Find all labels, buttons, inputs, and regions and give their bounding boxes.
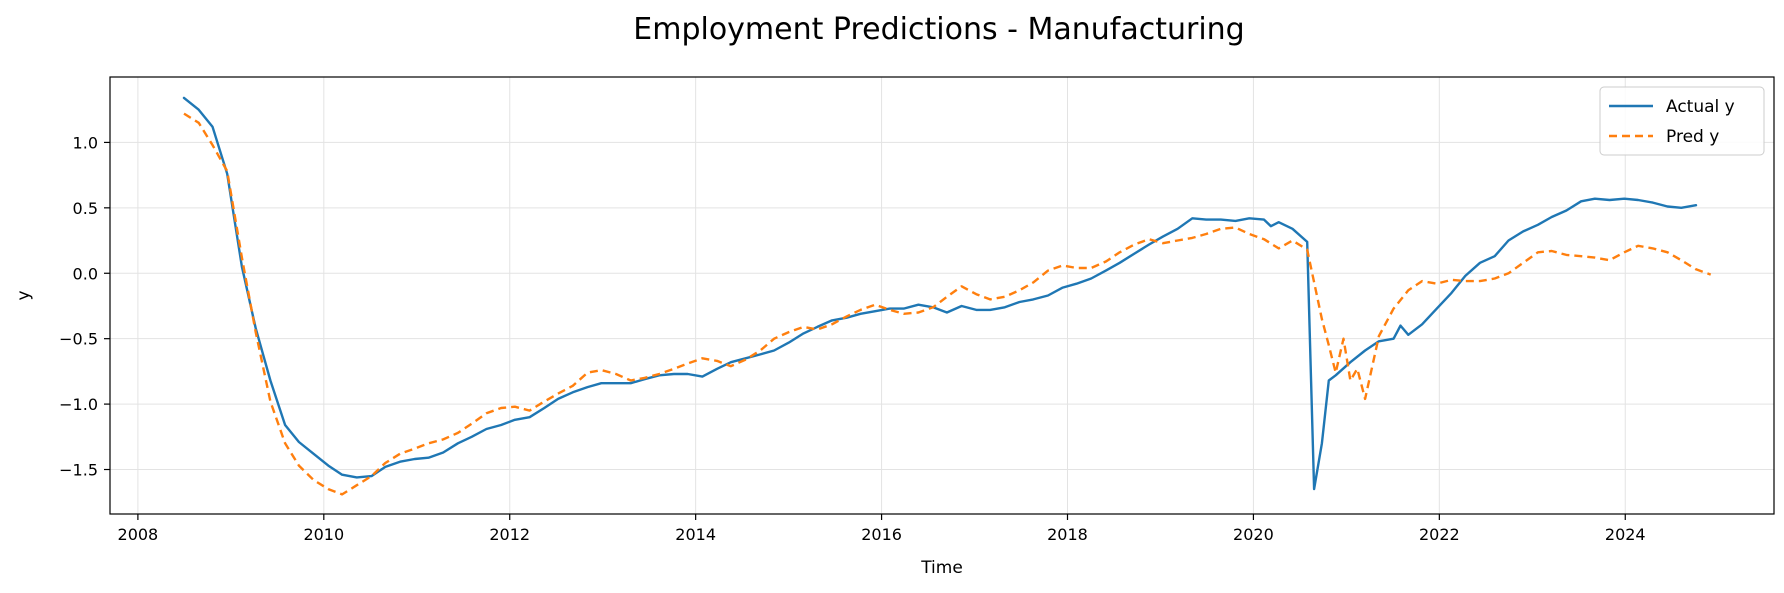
- x-tick-label: 2008: [118, 525, 159, 544]
- y-axis-ticks: −1.5 −1.0 −0.5 0.0 0.5 1.0: [59, 133, 110, 480]
- y-tick-label: 1.0: [73, 133, 98, 152]
- legend-label: Pred y: [1666, 127, 1719, 147]
- x-tick-label: 2022: [1419, 525, 1460, 544]
- legend-label: Actual y: [1666, 97, 1735, 117]
- y-tick-label: −1.0: [59, 395, 98, 414]
- y-tick-label: −0.5: [59, 330, 98, 349]
- x-tick-label: 2010: [303, 525, 344, 544]
- chart-title: Employment Predictions - Manufacturing: [633, 12, 1244, 47]
- x-axis-ticks: 2008 2010 2012 2014 2016 2018 2020 2022 2024: [118, 514, 1646, 544]
- x-tick-label: 2014: [675, 525, 716, 544]
- x-tick-label: 2012: [489, 525, 530, 544]
- y-tick-label: 0.0: [73, 264, 98, 283]
- x-tick-label: 2016: [861, 525, 902, 544]
- legend: Actual y Pred y: [1599, 86, 1765, 156]
- x-tick-label: 2020: [1233, 525, 1274, 544]
- x-tick-label: 2018: [1047, 525, 1088, 544]
- y-tick-label: −1.5: [59, 461, 98, 480]
- series-layer: [182, 96, 1712, 496]
- x-tick-label: 2024: [1605, 525, 1646, 544]
- series-line-pred: [183, 112, 1712, 496]
- y-axis-label: y: [14, 290, 34, 300]
- series-line-actual: [182, 96, 1698, 491]
- x-axis-label: Time: [920, 558, 963, 578]
- plot-frame: [109, 76, 1775, 515]
- y-tick-label: 0.5: [73, 199, 98, 218]
- grid: [110, 77, 1774, 514]
- legend-box: [1599, 86, 1765, 156]
